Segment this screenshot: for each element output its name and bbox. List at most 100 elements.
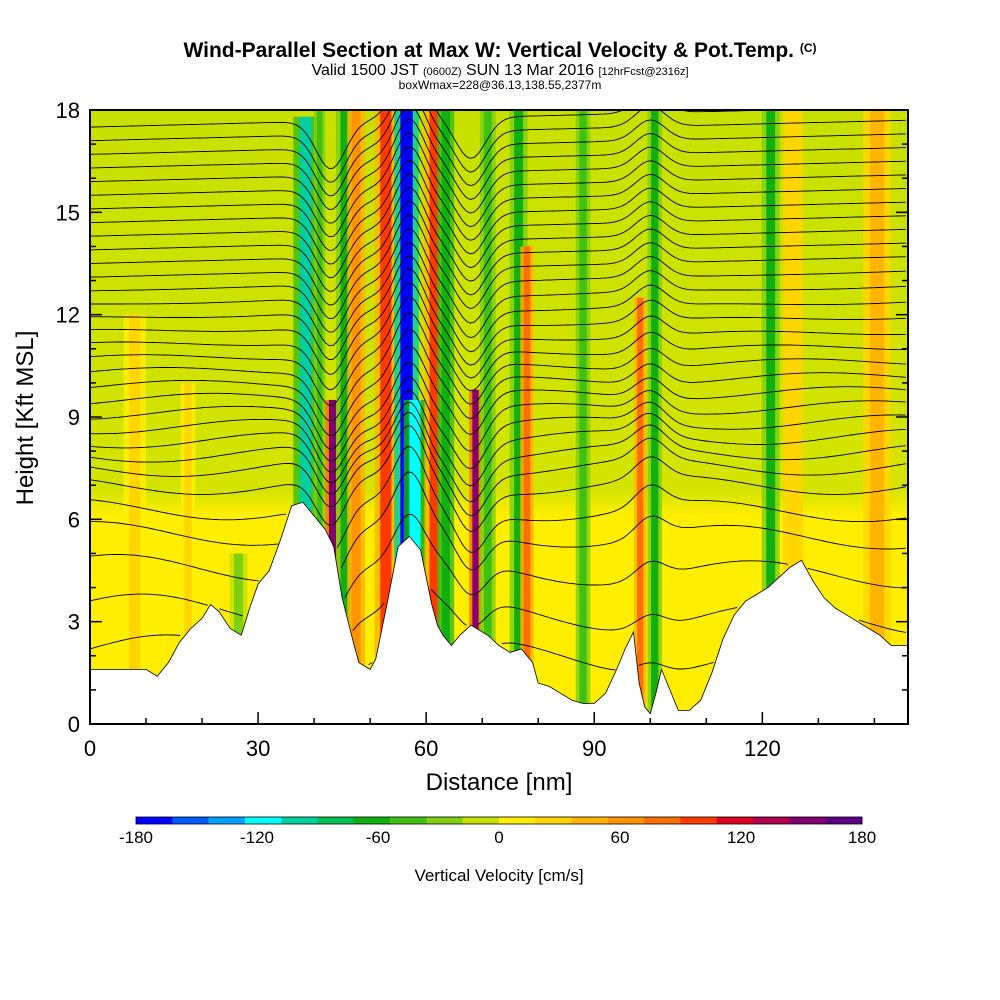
- velocity-band-core: [870, 110, 885, 724]
- theta-contour-line: [90, 173, 906, 279]
- velocity-band: [520, 246, 534, 724]
- colorbar-tick-label: 180: [848, 828, 876, 847]
- theta-contour-line: [90, 411, 906, 517]
- x-tick-label: 0: [84, 736, 96, 761]
- colorbar-swatch: [208, 817, 246, 824]
- colorbar-swatch: [644, 817, 681, 824]
- theta-contour-line: [90, 513, 906, 599]
- x-axis-label: Distance [nm]: [426, 769, 573, 796]
- velocity-band-core: [651, 110, 659, 724]
- title-block: Wind-Parallel Section at Max W: Vertical…: [0, 36, 1000, 91]
- theta-contour-line: [90, 376, 906, 473]
- theta-contour-line: [90, 146, 906, 251]
- axes: 0 30 60 90 120 0 3 6 9 12 15 18: [56, 98, 908, 761]
- velocity-band-core: [184, 382, 192, 724]
- plot-area: [90, 110, 908, 724]
- x-tick-label: 30: [246, 736, 270, 761]
- colorbar-tick-label: -60: [366, 828, 391, 847]
- velocity-band-core: [483, 110, 492, 724]
- x-tick-label: 60: [414, 736, 438, 761]
- theta-contour-line: [90, 471, 906, 571]
- velocity-band: [123, 314, 147, 724]
- colorbar-swatch: [390, 817, 427, 824]
- theta-contour-line: [90, 159, 906, 265]
- colorbar-swatch: [462, 817, 500, 824]
- colorbar-swatch: [499, 817, 536, 824]
- x-tick-label: 120: [744, 736, 781, 761]
- colorbar-tick-label: 60: [611, 828, 630, 847]
- forecast-info: [12hrFcst@2316z]: [598, 66, 689, 78]
- velocity-band-core: [523, 246, 531, 724]
- valid-date: SUN 13 Mar 2016: [465, 62, 595, 79]
- theta-contour-line: [90, 446, 906, 553]
- colorbar-swatch: [353, 817, 391, 824]
- y-tick-label: 9: [68, 405, 80, 430]
- velocity-band-core: [380, 110, 392, 724]
- theta-contour-line: [90, 425, 906, 532]
- velocity-band-core: [340, 110, 350, 724]
- velocity-band: [761, 110, 780, 724]
- colorbar-tick-label: 120: [727, 828, 755, 847]
- colorbar-tick-label: -180: [119, 828, 153, 847]
- valid-utc: (0600Z): [422, 66, 462, 78]
- colorbar-tick-label: 0: [494, 828, 503, 847]
- theta-contour-line: [90, 119, 906, 224]
- theta-contour-line: [90, 268, 906, 375]
- colorbar-swatch: [753, 817, 790, 824]
- theta-contour-line: [90, 588, 906, 633]
- velocity-band: [863, 110, 892, 724]
- velocity-band: [314, 110, 326, 724]
- y-tick-label: 12: [56, 303, 80, 328]
- theta-contour-line: [90, 110, 906, 197]
- theta-contours: [90, 110, 906, 671]
- velocity-band: [374, 110, 398, 724]
- theta-contour-line: [90, 345, 906, 450]
- y-tick-label: 3: [68, 610, 80, 635]
- colorbar-swatch: [244, 817, 282, 824]
- velocity-band-core: [429, 110, 440, 724]
- colorbar-swatch: [535, 817, 572, 824]
- velocity-band-core: [316, 110, 323, 724]
- theta-contour-line: [90, 282, 906, 391]
- colorbar-swatch: [825, 817, 863, 824]
- velocity-band-core: [514, 110, 524, 724]
- velocity-band-core: [351, 110, 361, 724]
- theta-contour-line: [90, 255, 906, 361]
- chart-title: Wind-Parallel Section at Max W: Vertical…: [0, 36, 1000, 63]
- theta-contour-line: [90, 242, 906, 347]
- chart-subtitle: Valid 1500 JST (0600Z) SUN 13 Mar 2016 […: [0, 63, 1000, 80]
- theta-contour-line: [90, 110, 906, 183]
- theta-contour-line: [90, 401, 906, 503]
- theta-contour-line: [90, 312, 906, 422]
- velocity-band-core: [637, 297, 644, 724]
- velocity-band-core: [788, 110, 799, 724]
- theta-contour-line: [90, 328, 906, 436]
- colorbar-title: Vertical Velocity [cm/s]: [414, 866, 583, 885]
- colorbar-swatch: [716, 817, 754, 824]
- y-tick-label: 18: [56, 98, 80, 123]
- theta-contour-line: [90, 228, 906, 333]
- theta-contour-line: [90, 200, 906, 306]
- copyright-mark: (C): [799, 41, 817, 55]
- theta-contour-line: [90, 634, 714, 671]
- theta-contour-line: [90, 390, 906, 487]
- colorbar-frame: [135, 816, 863, 825]
- x-tick-label: 90: [582, 736, 606, 761]
- colorbar-swatch: [317, 817, 355, 824]
- colorbar-swatch: [281, 817, 318, 824]
- colorbar-swatch: [172, 817, 209, 824]
- colorbar: -180 -120 -60 0 60 120 180: [119, 816, 876, 847]
- colorbar-swatch: [136, 817, 173, 824]
- chart-title-text: Wind-Parallel Section at Max W: Vertical…: [183, 39, 794, 62]
- velocity-band-core: [129, 314, 141, 724]
- colorbar-swatch: [789, 817, 826, 824]
- theta-contour-line: [90, 214, 906, 320]
- y-tick-label: 6: [68, 507, 80, 532]
- velocity-band-core: [766, 110, 776, 724]
- colorbar-swatch: [571, 817, 609, 824]
- velocity-band-core: [441, 110, 450, 724]
- valid-time: Valid 1500 JST: [311, 62, 419, 79]
- colorbar-swatch: [607, 817, 645, 824]
- y-tick-label: 0: [68, 712, 80, 737]
